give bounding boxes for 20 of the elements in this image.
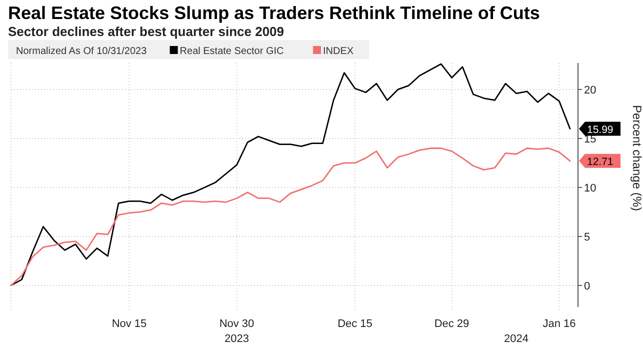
data-label: 15.99 xyxy=(587,124,614,136)
x-tick-label: 2024 xyxy=(504,333,528,345)
x-tick-label: Jan 16 xyxy=(542,318,576,330)
legend-title: Normalized As Of 10/31/2023 xyxy=(16,46,148,57)
y-tick-label: 20 xyxy=(584,84,596,96)
legend-label: INDEX xyxy=(323,46,354,57)
y-tick-label: 10 xyxy=(584,182,596,194)
line-series xyxy=(10,148,571,286)
x-tick-label: Nov 15 xyxy=(112,318,147,330)
x-tick-label: Dec 15 xyxy=(338,318,372,330)
y-axis-title: Percent change (%) xyxy=(630,104,643,212)
y-tick-label: 5 xyxy=(584,231,590,244)
x-tick-label: Nov 30 2023 xyxy=(219,318,254,345)
y-tick-label: 0 xyxy=(584,280,590,292)
data-label: 12.71 xyxy=(587,156,614,168)
line-series xyxy=(10,63,571,286)
chart-subtitle: Sector declines after best quarter since 2009 xyxy=(8,24,284,39)
x-tick-label: Dec 29 xyxy=(434,318,470,330)
legend-label: Real Estate Sector GIC xyxy=(180,46,284,57)
chart-title: Real Estate Stocks Slump as Traders Rethink Timeline of Cuts xyxy=(8,3,540,23)
